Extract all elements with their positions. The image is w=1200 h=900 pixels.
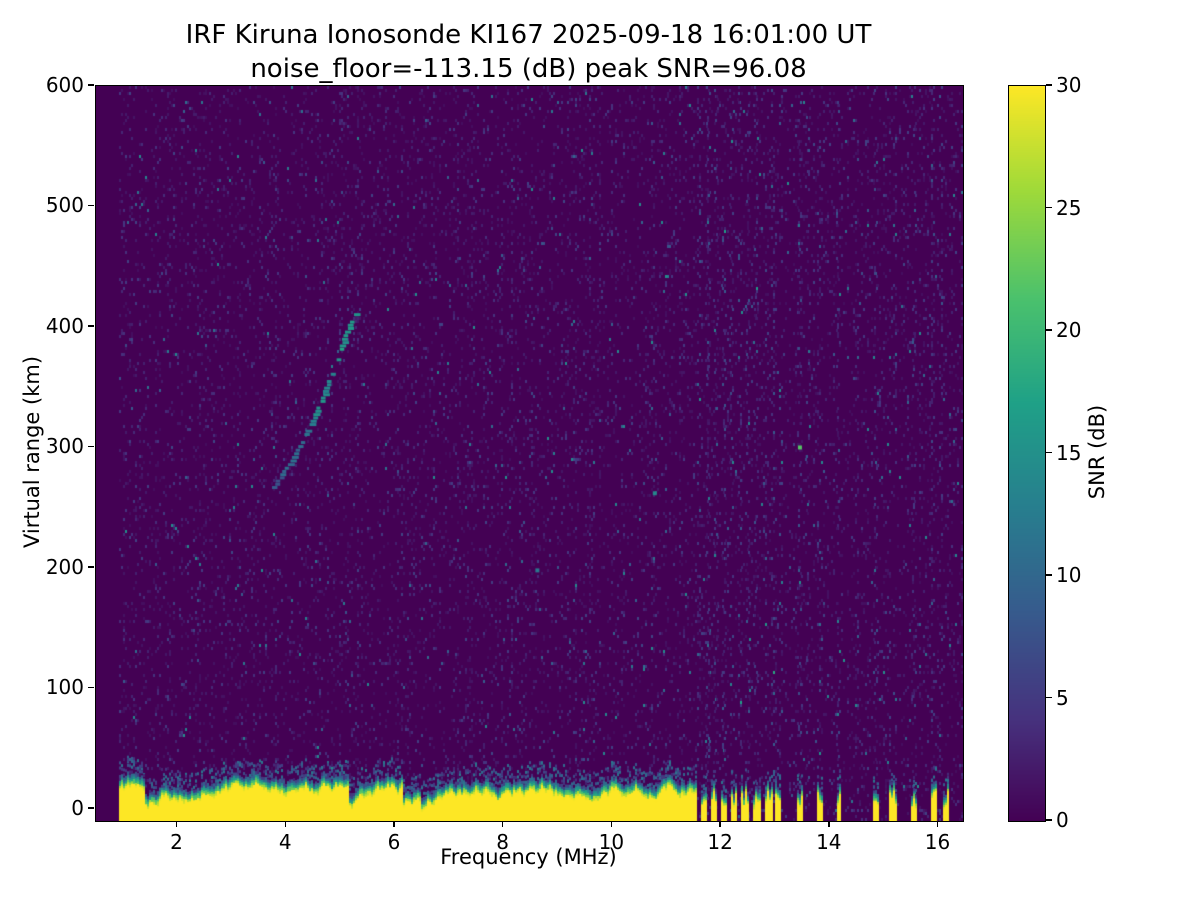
colorbar-tick-label: 25: [1056, 195, 1082, 220]
colorbar: [1008, 85, 1046, 822]
y-tick-mark: [88, 807, 94, 809]
colorbar-tick-label: 30: [1056, 73, 1082, 97]
colorbar-tick-mark: [1046, 819, 1052, 821]
colorbar-tick-mark: [1046, 206, 1052, 209]
x-tick-label: 16: [924, 830, 951, 854]
colorbar-tick-mark: [1046, 84, 1052, 86]
y-tick-mark: [88, 445, 94, 448]
x-tick-mark: [393, 821, 395, 827]
y-tick-mark: [88, 686, 94, 689]
y-tick-label: 0: [71, 795, 84, 820]
x-tick-mark: [175, 821, 178, 827]
heatmap-plot-area: [95, 85, 964, 822]
colorbar-tick-mark: [1046, 574, 1052, 576]
x-tick-label: 10: [598, 830, 625, 854]
y-tick-label: 200: [45, 554, 84, 579]
x-tick-mark: [284, 821, 286, 827]
y-tick-mark: [88, 84, 94, 86]
y-tick-label: 500: [45, 193, 84, 218]
colorbar-label: SNR (dB): [1085, 404, 1109, 500]
colorbar-tick-label: 15: [1056, 440, 1082, 465]
y-tick-label: 400: [45, 313, 84, 338]
colorbar-tick-label: 10: [1056, 563, 1082, 587]
colorbar-tick-mark: [1046, 451, 1052, 454]
colorbar-tick-label: 5: [1056, 685, 1069, 710]
y-tick-label: 600: [45, 73, 84, 97]
colorbar-tick-label: 20: [1056, 318, 1082, 342]
y-tick-mark: [88, 204, 94, 207]
x-tick-mark: [501, 821, 504, 827]
x-tick-label: 2: [170, 830, 183, 854]
y-tick-label: 300: [45, 434, 84, 459]
x-tick-mark: [828, 821, 830, 827]
x-tick-label: 8: [496, 830, 510, 854]
colorbar-tick-mark: [1046, 329, 1052, 331]
x-tick-mark: [610, 821, 613, 827]
y-tick-mark: [88, 325, 94, 327]
colorbar-tick-mark: [1046, 696, 1052, 699]
y-tick-label: 100: [45, 675, 84, 700]
x-tick-mark: [719, 821, 721, 827]
x-tick-mark: [936, 821, 939, 827]
y-tick-mark: [88, 566, 94, 568]
colorbar-gradient-canvas: [1009, 86, 1045, 821]
chart-title-line1: IRF Kiruna Ionosonde KI167 2025-09-18 16…: [185, 20, 872, 50]
x-tick-label: 14: [816, 830, 842, 854]
x-tick-label: 12: [707, 830, 733, 854]
chart-title-line2: noise_floor=-113.15 (dB) peak SNR=96.08: [250, 54, 807, 84]
colorbar-tick-label: 0: [1056, 808, 1069, 832]
x-tick-label: 6: [387, 830, 401, 854]
x-tick-label: 4: [278, 830, 292, 854]
x-axis-label: Frequency (MHz): [440, 845, 617, 869]
ionogram-heatmap-canvas: [96, 86, 963, 821]
chart-title: IRF Kiruna Ionosonde KI167 2025-09-18 16…: [95, 18, 962, 86]
